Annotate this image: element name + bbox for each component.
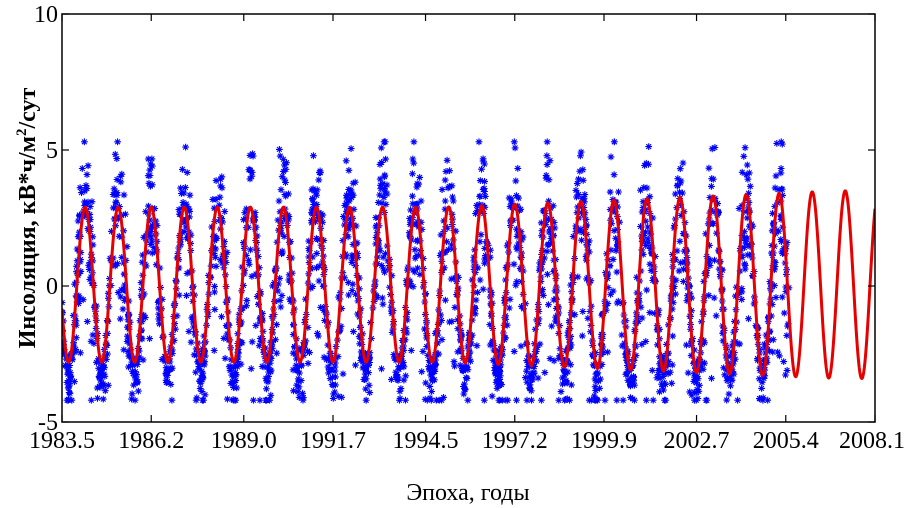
observed-points <box>62 138 793 404</box>
x-tick-label: 2008.1 <box>839 428 905 454</box>
y-axis-label-main: Инсоляция, кВ*ч/м <box>15 136 41 348</box>
y-tick-label: 5 <box>46 138 58 164</box>
x-tick-label: 1999.9 <box>571 428 637 454</box>
x-tick-label: 1994.5 <box>393 428 459 454</box>
x-tick-label: 2002.7 <box>664 428 730 454</box>
x-tick-label: 1997.2 <box>482 428 548 454</box>
y-tick-label: 10 <box>34 2 58 28</box>
y-tick-labels: -5 0 5 10 <box>34 2 58 436</box>
axis-ticks <box>61 13 876 423</box>
x-axis-label: Эпоха, годы <box>406 480 529 506</box>
x-tick-label: 2005.4 <box>753 428 819 454</box>
y-tick-label: -5 <box>38 410 58 436</box>
y-tick-label: 0 <box>46 274 58 300</box>
x-tick-label: 1989.0 <box>211 428 277 454</box>
x-tick-labels: 1983.5 1986.2 1989.0 1991.7 1994.5 1997.2 1999… <box>29 428 905 454</box>
plot-frame <box>61 13 876 423</box>
y-axis-label-sup: 2 <box>14 128 30 136</box>
x-tick-label: 1986.2 <box>118 428 184 454</box>
fit-line <box>62 189 875 380</box>
y-axis-label-tail: /сут <box>15 87 41 129</box>
y-axis-label: Инсоляция, кВ*ч/м2/сут <box>14 87 41 348</box>
observed-series <box>62 138 793 404</box>
x-tick-label: 1983.5 <box>29 428 95 454</box>
fit-series <box>62 189 875 380</box>
x-tick-label: 1991.7 <box>300 428 366 454</box>
